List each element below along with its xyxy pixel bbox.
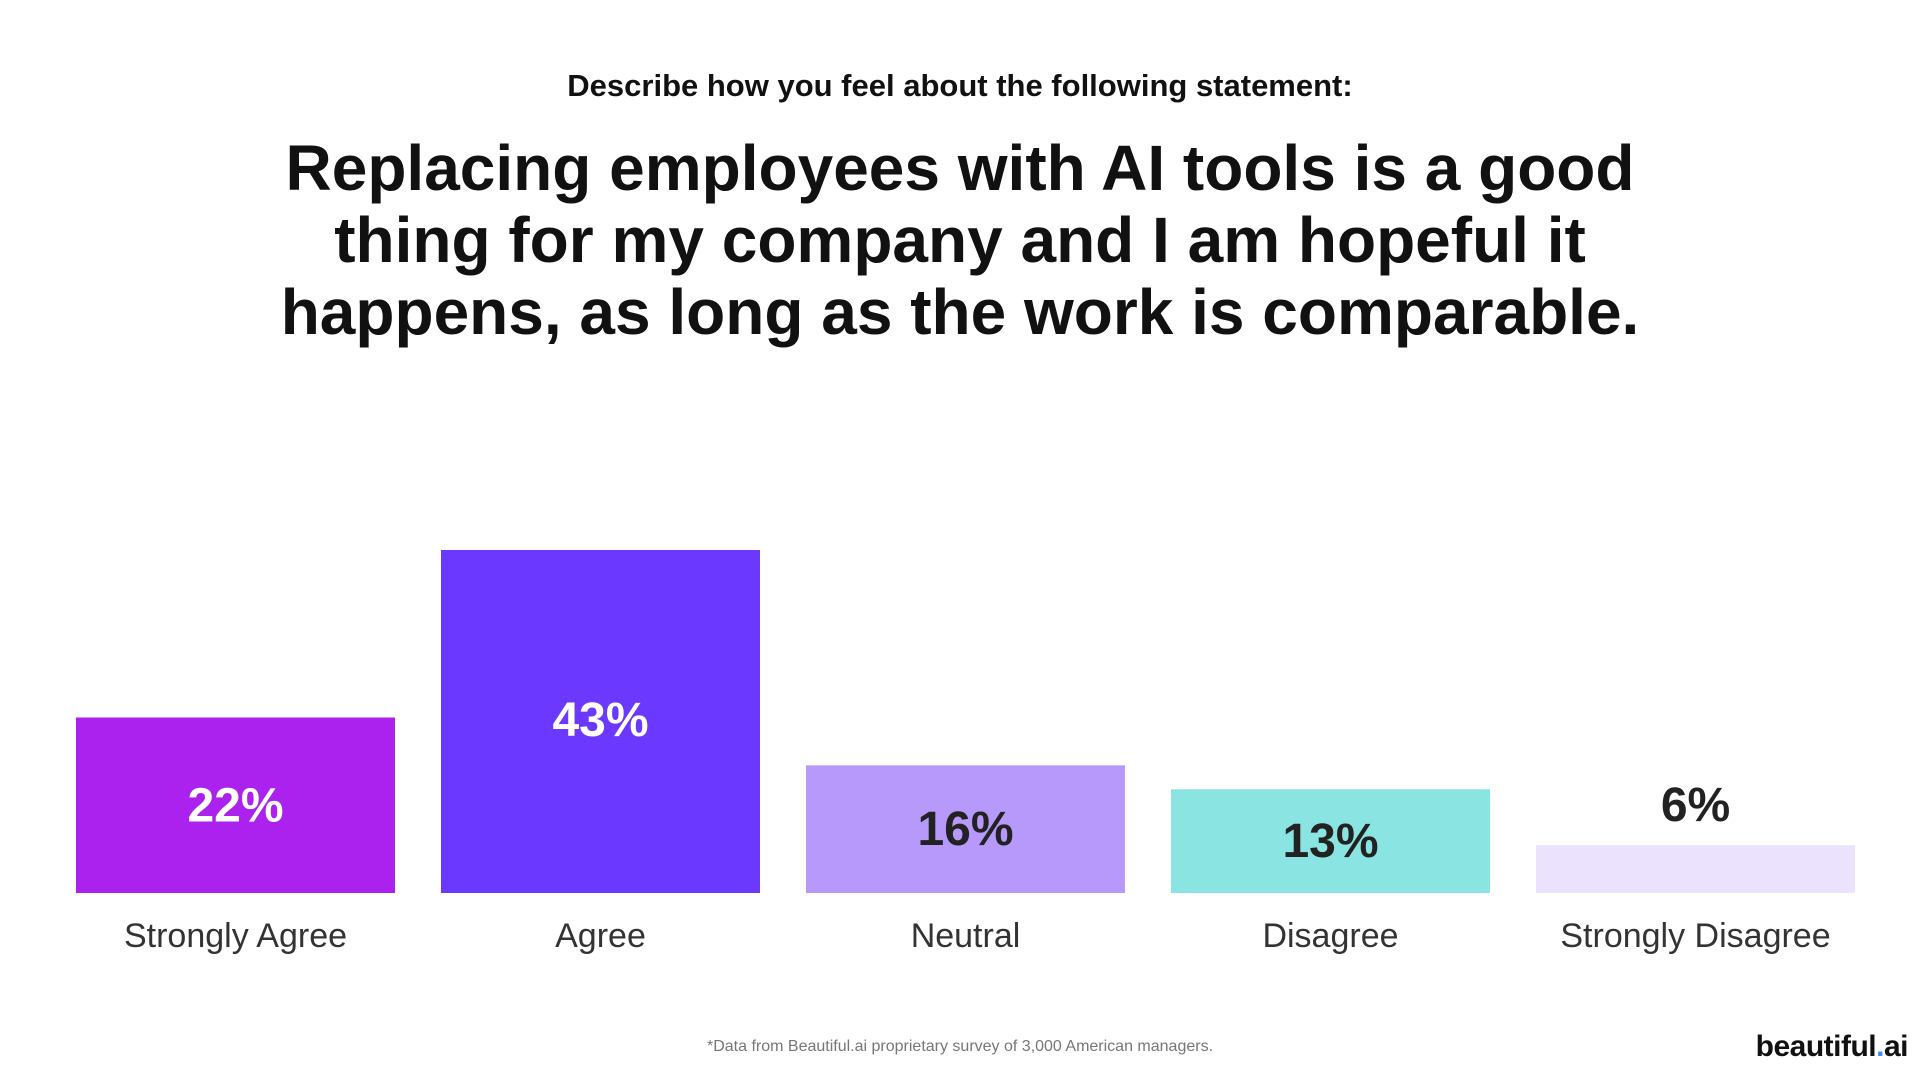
brand-dot: . bbox=[1876, 1030, 1884, 1063]
category-label: Agree bbox=[555, 917, 646, 955]
category-label: Neutral bbox=[911, 917, 1021, 955]
bar-chart: 22% Strongly Agree 43% Agree 16% Neutral 13% Di… bbox=[76, 550, 1855, 955]
bar-neutral bbox=[806, 765, 1125, 893]
page-title: Replacing employees with AI tools is a g… bbox=[280, 132, 1640, 348]
value-label: 6% bbox=[1661, 779, 1730, 832]
footnote: *Data from Beautiful.ai proprietary surv… bbox=[706, 1038, 1214, 1055]
value-label: 22% bbox=[187, 779, 283, 832]
brand-tail: ai bbox=[1883, 1030, 1909, 1063]
brand-main: beautiful bbox=[1755, 1030, 1877, 1063]
bar-strongly-agree bbox=[76, 717, 395, 893]
category-label: Strongly Agree bbox=[124, 917, 347, 955]
bar-strongly-disagree bbox=[1536, 845, 1855, 893]
category-label: Disagree bbox=[1262, 917, 1398, 955]
value-label: 13% bbox=[1282, 815, 1378, 868]
bar-disagree bbox=[1171, 789, 1490, 893]
bar-agree bbox=[441, 550, 760, 893]
survey-kicker: Describe how you feel about the followin… bbox=[567, 68, 1353, 103]
category-label: Strongly Disagree bbox=[1560, 917, 1830, 955]
value-label: 16% bbox=[917, 803, 1013, 856]
value-label: 43% bbox=[552, 694, 648, 747]
brand-logo: beautiful.ai bbox=[1755, 1030, 1909, 1064]
